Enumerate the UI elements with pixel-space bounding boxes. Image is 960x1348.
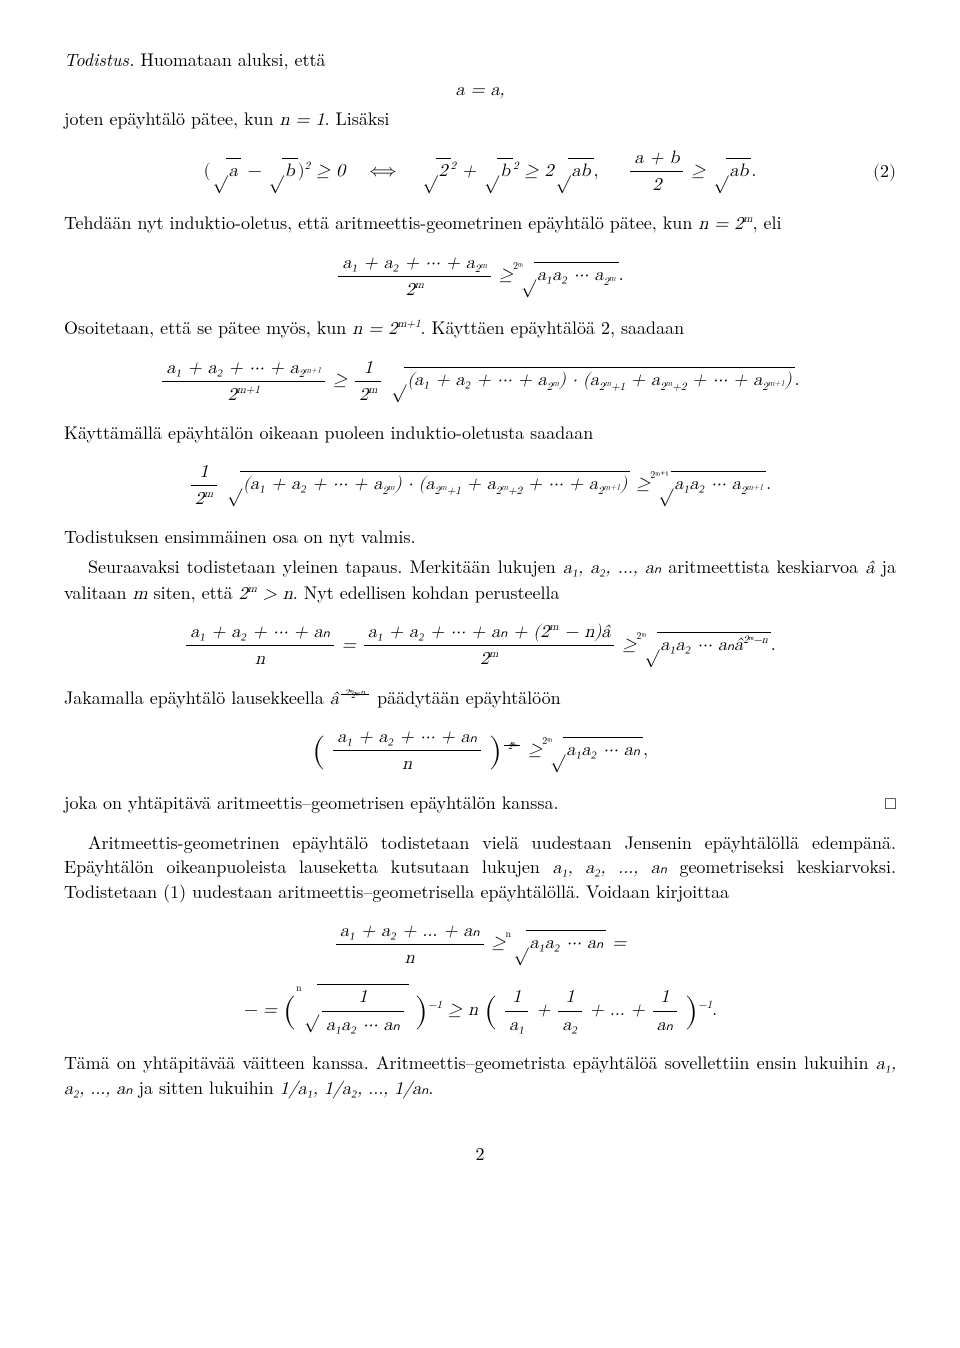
equation-apply-induction: 1 2m (a₁ + a₂ + ··· + a2m) · (a2m+1 + a2… bbox=[64, 460, 896, 512]
equation-2: (a − b)2 ≥ 0 ⟺ 22 + b2 ≥ 2ab, a + b2 ≥ a… bbox=[64, 146, 896, 198]
p7: Jakamalla epäyhtälö lausekkeella â2ᵐ−n2ᵐ… bbox=[64, 686, 896, 711]
p9: Aritmeettis-geometrinen epäyhtälö todist… bbox=[64, 831, 896, 905]
text: Huomataan aluksi, että bbox=[140, 47, 325, 72]
p8: joka on yhtäpitävä aritmeettis–geometris… bbox=[64, 791, 896, 815]
equation-harmonic-mean: − = ( n1a₁a₂ ··· aₙ )−1 ≥ n ( 1a₁ + 1a₂ … bbox=[64, 984, 896, 1037]
equation-induction-hypothesis: a₁ + a₂ + ··· + a2m 2m ≥ 2ᵐa₁a₂ ··· a2m. bbox=[64, 251, 896, 303]
equation-apply-amgm2: a₁ + a₂ + ··· + a2m+1 2m+1 ≥ 1 2m (a₁ + … bbox=[64, 356, 896, 408]
p4: Käyttämällä epäyhtälön oikeaan puoleen i… bbox=[64, 421, 896, 445]
page-number: 2 bbox=[64, 1142, 896, 1166]
p2: Tehdään nyt induktio-oletus, että aritme… bbox=[64, 211, 896, 236]
equation-general-case: a₁ + a₂ + ··· + aₙ n = a₁ + a₂ + ··· + a… bbox=[64, 620, 896, 672]
equation-amgm-restate: a₁ + a₂ + … + aₙ n ≥ na₁a₂ ··· aₙ = bbox=[64, 919, 896, 971]
eq-number-2: (2) bbox=[873, 160, 896, 184]
proof-opening: Todistus. Huomataan aluksi, että bbox=[64, 48, 896, 72]
p10: Tämä on yhtäpitävää väitteen kanssa. Ari… bbox=[64, 1051, 896, 1102]
p1-cont: joten epäyhtälö pätee, kun n = 1. Lisäks… bbox=[64, 107, 896, 132]
p3: Osoitetaan, että se pätee myös, kun n = … bbox=[64, 316, 896, 341]
eq-a-equals-a: a = a, bbox=[64, 78, 896, 102]
p6: Seuraavaksi todistetaan yleinen tapaus. … bbox=[64, 555, 896, 606]
qed-symbol: □ bbox=[885, 791, 896, 815]
p5: Todistuksen ensimmäinen osa on nyt valmi… bbox=[64, 525, 896, 549]
equation-divided: ( a₁ + a₂ + ··· + aₙ n )n2ᵐ ≥ 2ᵐa₁a₂ ···… bbox=[64, 725, 896, 777]
proof-label: Todistus. bbox=[64, 47, 134, 72]
